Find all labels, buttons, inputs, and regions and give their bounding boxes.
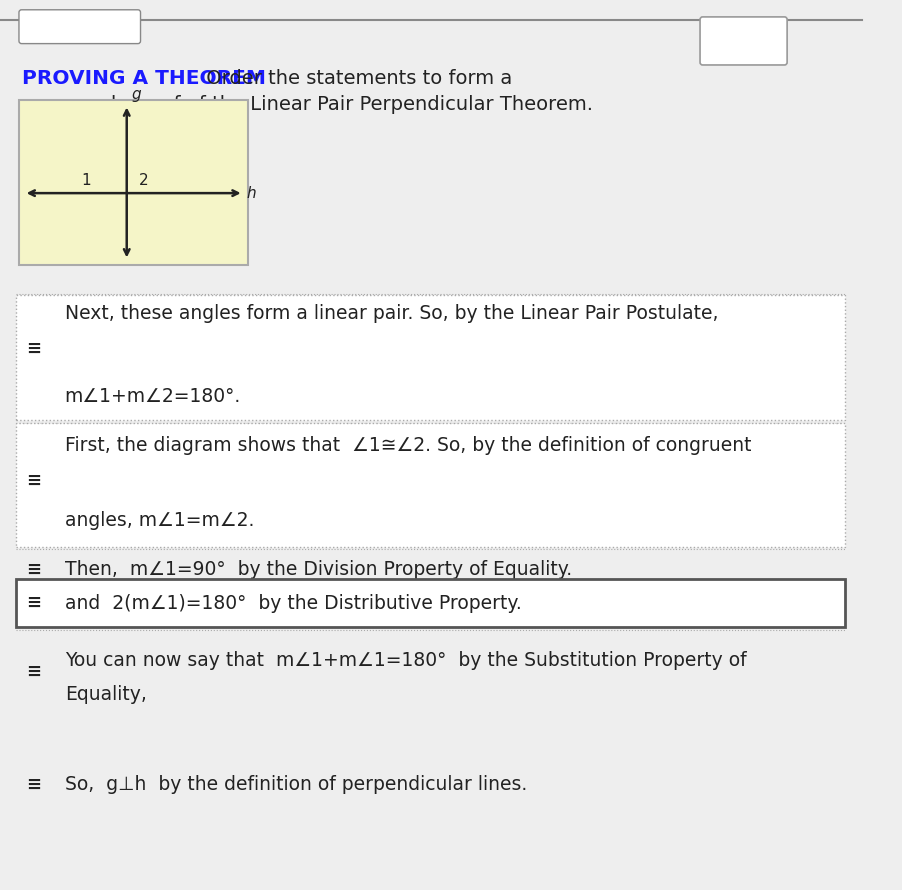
Text: Then,  m∠1=90°  by the Division Property of Equality.: Then, m∠1=90° by the Division Property o…: [65, 560, 572, 579]
Text: h: h: [246, 186, 256, 200]
Text: ≡: ≡: [26, 776, 41, 794]
FancyBboxPatch shape: [15, 578, 845, 627]
Text: ≡: ≡: [26, 595, 41, 612]
Text: You can now say that  m∠1+m∠1=180°  by the Substitution Property of: You can now say that m∠1+m∠1=180° by the…: [65, 651, 746, 670]
FancyBboxPatch shape: [20, 101, 248, 265]
Text: ≡: ≡: [26, 472, 41, 490]
FancyBboxPatch shape: [700, 17, 787, 65]
Text: ✂: ✂: [736, 32, 750, 50]
Text: First, the diagram shows that  ∠1≅∠2. So, by the definition of congruent: First, the diagram shows that ∠1≅∠2. So,…: [65, 435, 751, 455]
Text: ≡: ≡: [26, 561, 41, 579]
Text: ≡: ≡: [26, 340, 41, 358]
Text: Equality,: Equality,: [65, 684, 146, 704]
Text: So,  g⊥h  by the definition of perpendicular lines.: So, g⊥h by the definition of perpendicul…: [65, 775, 527, 795]
Text: 1: 1: [81, 173, 90, 188]
Text: ≡: ≡: [26, 663, 41, 681]
Text: PROVING A THEOREM: PROVING A THEOREM: [22, 69, 265, 88]
FancyBboxPatch shape: [19, 10, 141, 44]
Text: g: g: [131, 87, 141, 102]
Text: Next, these angles form a linear pair. So, by the Linear Pair Postulate,: Next, these angles form a linear pair. S…: [65, 303, 718, 323]
Text: m∠1+m∠2=180°.: m∠1+m∠2=180°.: [65, 386, 241, 406]
Text: Listen: Listen: [54, 20, 98, 34]
Text: angles, m∠1=m∠2.: angles, m∠1=m∠2.: [65, 511, 254, 530]
FancyBboxPatch shape: [15, 423, 845, 547]
FancyBboxPatch shape: [15, 295, 845, 420]
Text: and  2(m∠1)=180°  by the Distributive Property.: and 2(m∠1)=180° by the Distributive Prop…: [65, 594, 521, 613]
Text: Order the statements to form a: Order the statements to form a: [200, 69, 512, 88]
Text: paragraph proof of the Linear Pair Perpendicular Theorem.: paragraph proof of the Linear Pair Perpe…: [22, 95, 593, 114]
Text: 2: 2: [139, 173, 149, 188]
